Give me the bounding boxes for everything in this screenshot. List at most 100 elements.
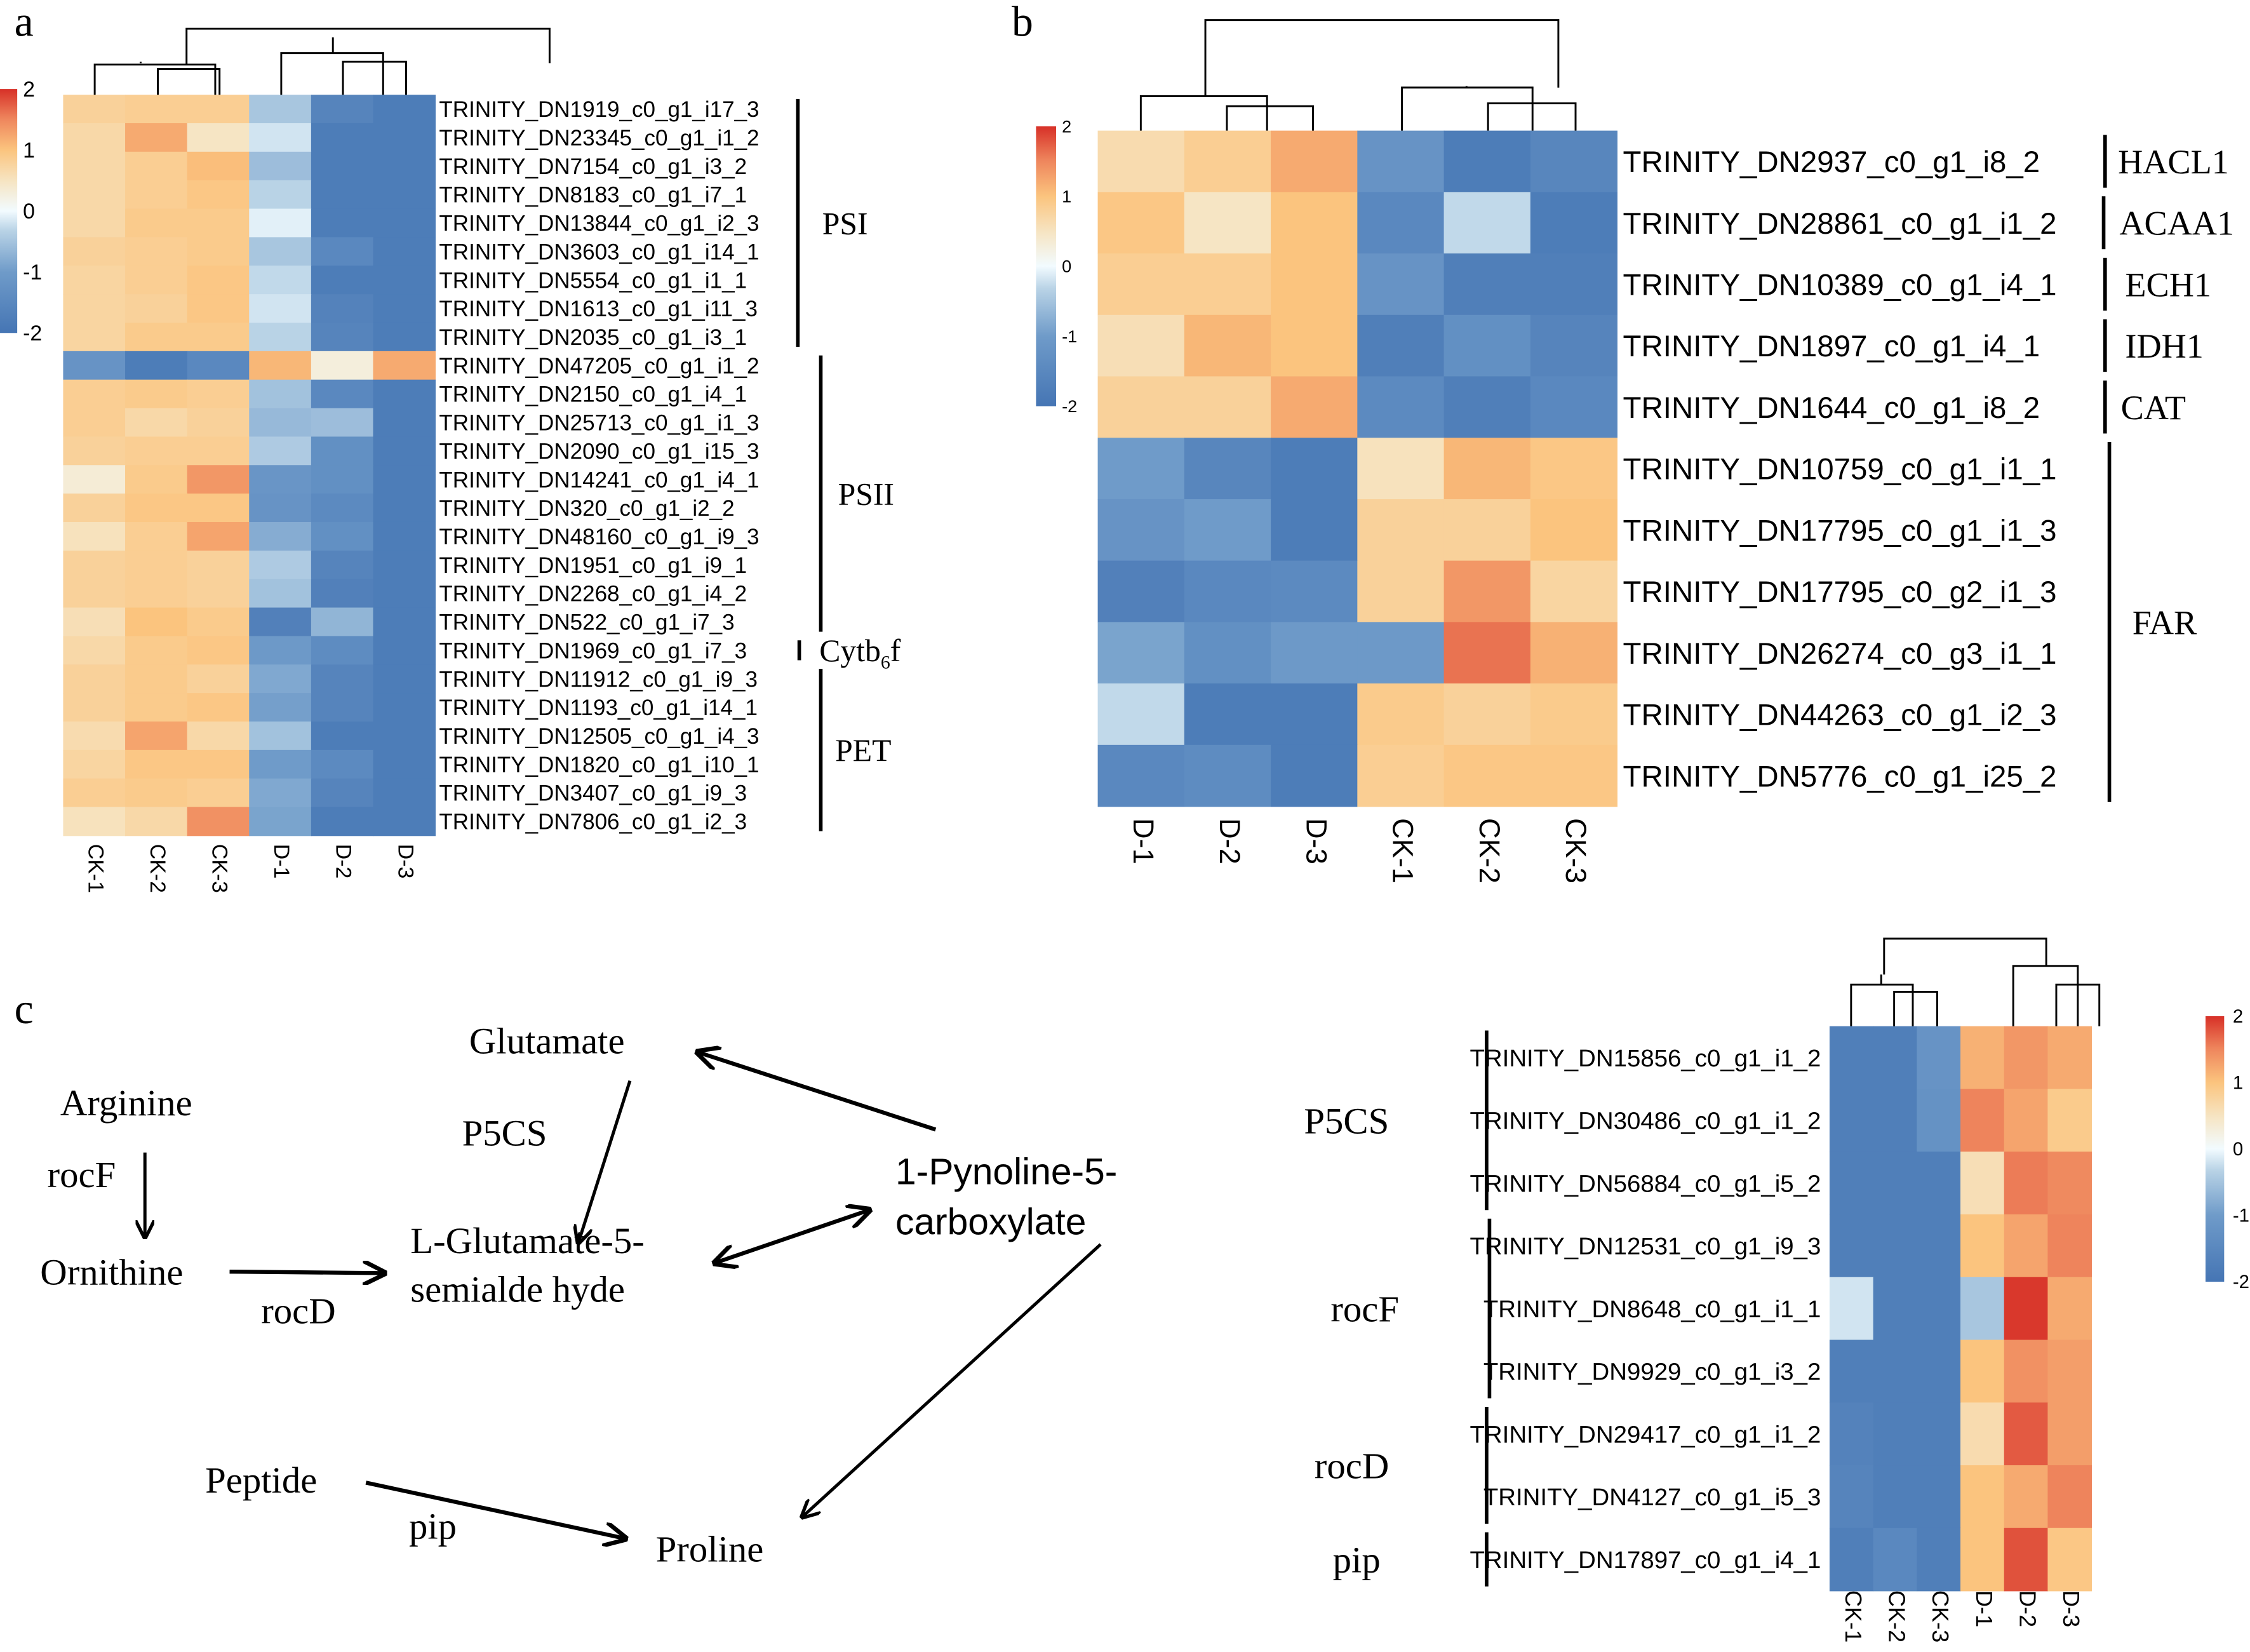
column-label: CK-3 (1560, 818, 1592, 883)
heatmap-cell (1917, 1152, 1961, 1215)
column-label: D-2 (331, 844, 356, 879)
heatmap-cell (311, 294, 374, 323)
heatmap-cell (187, 664, 250, 694)
heatmap-cell (249, 180, 312, 210)
column-label: CK-1 (1840, 1590, 1866, 1642)
heatmap-cell (125, 749, 188, 779)
column-label: D-1 (269, 844, 293, 879)
heatmap-cell (125, 693, 188, 722)
heatmap-cell (63, 721, 126, 751)
column-label: D-3 (393, 844, 417, 879)
row-label: TRINITY_DN1919_c0_g1_i17_3 (439, 97, 759, 122)
heatmap-cell (1917, 1528, 1961, 1592)
heatmap-cell (2004, 1340, 2049, 1404)
heatmap-cell (249, 351, 312, 380)
node-proline: Proline (656, 1529, 764, 1570)
heatmap-cell (373, 322, 436, 352)
heatmap-cell (63, 294, 126, 323)
heatmap-cell (249, 465, 312, 495)
heatmap-cell (1271, 499, 1358, 561)
heatmap-cell (1917, 1402, 1961, 1466)
row-label: TRINITY_DN2268_c0_g1_i4_2 (439, 582, 747, 607)
heatmap-cell (63, 123, 126, 152)
group-label: ECH1 (2125, 265, 2211, 304)
row-label: TRINITY_DN56884_c0_g1_i5_2 (1470, 1170, 1821, 1197)
heatmap-cell (1097, 438, 1185, 500)
group-label: FAR (2133, 603, 2197, 641)
dendrogram-branch (1893, 991, 1938, 1026)
heatmap-cell (1960, 1026, 2005, 1090)
column-label: D-3 (1300, 818, 1332, 864)
heatmap-cell (373, 693, 436, 722)
heatmap-cell (249, 208, 312, 238)
heatmap-cell (249, 436, 312, 466)
arrow-glu-semi-p5c (714, 1210, 869, 1263)
heatmap-cell (249, 123, 312, 152)
heatmap-cell (125, 294, 188, 323)
colorbar-tick: 0 (1062, 257, 1071, 276)
group-label: HACL1 (2118, 143, 2229, 181)
heatmap-cell (1530, 499, 1617, 561)
heatmap-cell (373, 123, 436, 152)
heatmap-cell (1357, 744, 1445, 807)
heatmap-cell (311, 550, 374, 580)
heatmap-cell (125, 408, 188, 438)
heatmap-cell (1443, 376, 1531, 439)
row-label: TRINITY_DN12531_c0_g1_i9_3 (1470, 1233, 1821, 1260)
heatmap-cell (125, 521, 188, 551)
heatmap-cell (311, 237, 374, 267)
heatmap-cell (1530, 314, 1617, 377)
heatmap-cell (63, 237, 126, 267)
group-label: CAT (2121, 389, 2186, 427)
row-label: TRINITY_DN14241_c0_g1_i4_1 (439, 467, 759, 492)
heatmap-cell (373, 436, 436, 466)
row-label: TRINITY_DN9929_c0_g1_i3_2 (1483, 1359, 1821, 1386)
heatmap-cell (187, 379, 250, 409)
heatmap-cell (1530, 192, 1617, 254)
heatmap-cell (1829, 1089, 1874, 1153)
row-label: TRINITY_DN25713_c0_g1_i1_3 (439, 411, 759, 436)
arrow-peptide-proline (365, 1481, 626, 1538)
row-label: TRINITY_DN1820_c0_g1_i10_1 (439, 753, 759, 777)
heatmap-cell (125, 579, 188, 608)
dendrogram-branch (185, 27, 551, 65)
heatmap-cell (1097, 314, 1185, 377)
heatmap-cell (2004, 1214, 2049, 1278)
dendrogram-branch (93, 64, 217, 95)
heatmap-cell (1357, 192, 1445, 254)
colorbar-tick: 2 (1062, 116, 1071, 136)
heatmap-cell (1829, 1402, 1874, 1466)
heatmap-cell (1357, 314, 1445, 377)
heatmap-cell (1357, 130, 1445, 193)
row-label: TRINITY_DN1897_c0_g1_i4_1 (1623, 330, 2040, 363)
dendrogram-branch (2012, 965, 2079, 1026)
heatmap-cell (1443, 683, 1531, 746)
row-label: TRINITY_DN5554_c0_g1_i1_1 (439, 268, 747, 293)
heatmap-cell (373, 151, 436, 181)
heatmap-cell (373, 664, 436, 694)
heatmap-cell (1873, 1026, 1918, 1090)
dendrogram-branch (1226, 105, 1314, 131)
heatmap-cell (311, 408, 374, 438)
heatmap-b: TRINITY_DN2937_c0_g1_i8_2 TRINITY_DN28861… (1036, 19, 2234, 883)
heatmap-cell (63, 265, 126, 295)
group-label: PSI (822, 206, 868, 241)
arrow-p5c-glutamate (697, 1052, 937, 1132)
heatmap-cell (1829, 1528, 1874, 1592)
heatmap-a: TRINITY_DN1919_c0_g1_i17_3 TRINITY_DN2334… (0, 27, 901, 893)
heatmap-cell (1097, 499, 1185, 561)
heatmap-cell (187, 693, 250, 722)
heatmap-cell (2004, 1152, 2049, 1215)
node-p5c-line2: carboxylate (895, 1201, 1086, 1242)
heatmap-cell (1184, 192, 1271, 254)
heatmap-cell (311, 322, 374, 352)
heatmap-cell (249, 579, 312, 608)
heatmap-cell (1530, 376, 1617, 439)
heatmap-cell (311, 693, 374, 722)
heatmap-cell (1097, 683, 1185, 746)
heatmap-cell (1184, 744, 1271, 807)
heatmap-cell (187, 521, 250, 551)
row-label: TRINITY_DN8183_c0_g1_i7_1 (439, 183, 747, 208)
heatmap-cell (63, 180, 126, 210)
heatmap-cell (63, 351, 126, 380)
